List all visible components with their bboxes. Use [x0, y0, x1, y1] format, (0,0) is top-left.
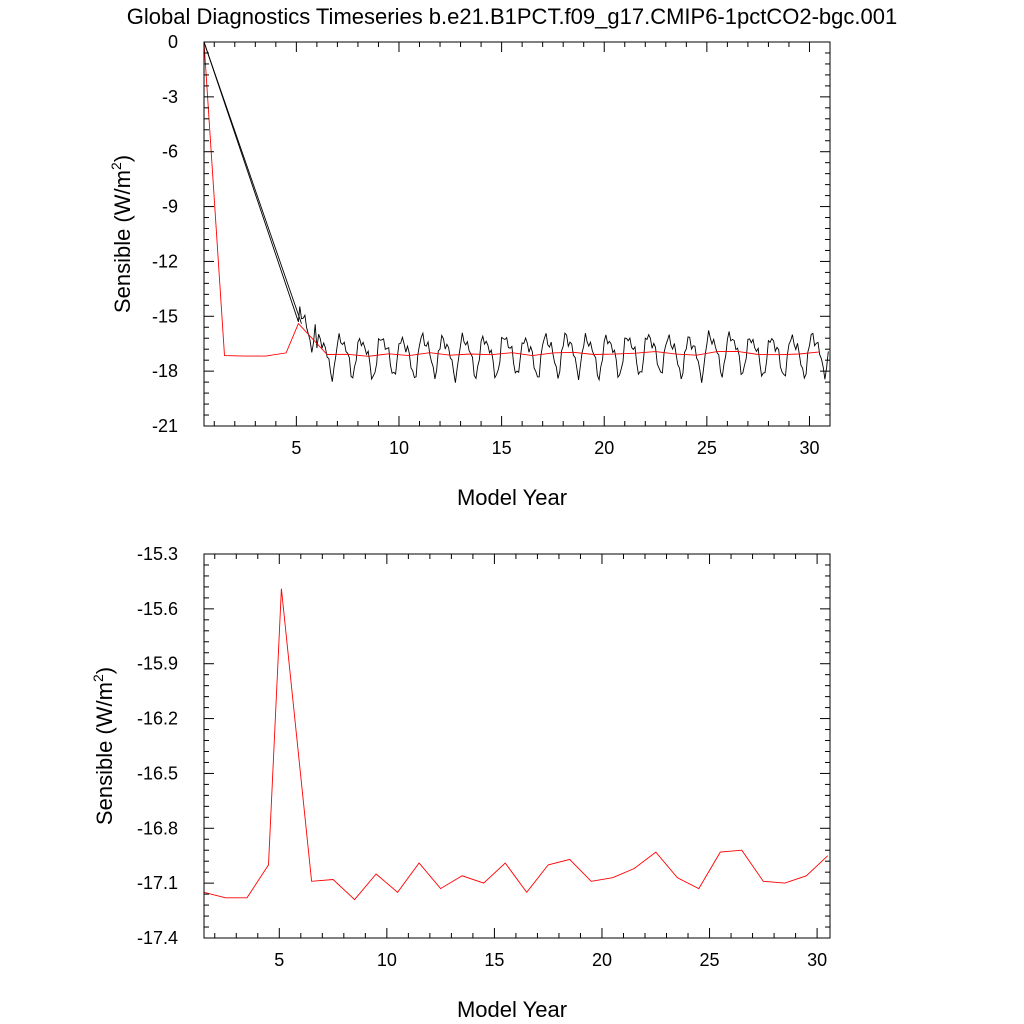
bottom-y-tick-label: -17.1 — [137, 873, 178, 893]
top-y-tick-label: -18 — [152, 361, 178, 381]
bottom-y-axis-label: Sensible (W/m2) — [90, 667, 117, 825]
top-x-axis-label: Model Year — [457, 485, 567, 510]
top-y-tick-label: -12 — [152, 251, 178, 271]
figure-title: Global Diagnostics Timeseries b.e21.B1PC… — [127, 4, 897, 29]
top-panel: 5 10 15 20 25 30 0 -3 -6 -9 -12 -15 -18 -21 Model Yea… — [108, 32, 831, 510]
bottom-y-tick-label: -16.2 — [137, 709, 178, 729]
top-series-line-1 — [203, 41, 820, 357]
bottom-series-line-0 — [203, 588, 829, 901]
top-y-tick-label: -21 — [152, 416, 178, 436]
bottom-x-tick-label: 10 — [377, 950, 397, 970]
top-y-tick-label: -3 — [162, 87, 178, 107]
top-x-tick-label: 10 — [389, 438, 409, 458]
bottom-y-tick-label: -15.3 — [137, 544, 178, 564]
bottom-y-tick-label: -16.5 — [137, 763, 178, 783]
top-tick-labels: 5 10 15 20 25 30 0 -3 -6 -9 -12 -15 -18 -21 — [152, 32, 820, 458]
top-y-tick-label: -6 — [162, 142, 178, 162]
top-x-tick-label: 30 — [799, 438, 819, 458]
bottom-y-tick-label: -17.4 — [137, 928, 178, 948]
bottom-tick-labels: 5 10 15 20 25 30 -15.3 -15.6 -15.9 -16.2 -16.5 -16.… — [137, 544, 827, 970]
bottom-y-tick-label: -16.8 — [137, 818, 178, 838]
bottom-plot-marks — [203, 588, 829, 901]
bottom-x-tick-label: 20 — [592, 950, 612, 970]
top-y-tick-label: -15 — [152, 306, 178, 326]
bottom-ticks — [204, 553, 830, 939]
top-ticks — [204, 41, 831, 427]
bottom-x-tick-label: 30 — [807, 950, 827, 970]
bottom-x-tick-label: 15 — [484, 950, 504, 970]
bottom-x-tick-label: 25 — [700, 950, 720, 970]
top-x-tick-label: 20 — [594, 438, 614, 458]
bottom-x-axis-label: Model Year — [457, 997, 567, 1022]
top-y-axis-label: Sensible (W/m2) — [108, 155, 135, 313]
bottom-plot-frame — [203, 553, 831, 939]
top-y-tick-label: 0 — [168, 32, 178, 52]
top-y-tick-label: -9 — [162, 197, 178, 217]
top-plot-marks — [203, 41, 829, 383]
bottom-y-tick-label: -15.6 — [137, 599, 178, 619]
bottom-panel: 5 10 15 20 25 30 -15.3 -15.6 -15.9 -16.2 -16.5 -16.… — [90, 544, 831, 1022]
top-x-tick-label: 15 — [492, 438, 512, 458]
top-series-line-0 — [203, 41, 829, 383]
top-x-tick-label: 5 — [291, 438, 301, 458]
top-plot-frame — [203, 41, 831, 427]
top-x-tick-label: 25 — [697, 438, 717, 458]
bottom-x-tick-label: 5 — [274, 950, 284, 970]
bottom-y-tick-label: -15.9 — [137, 654, 178, 674]
